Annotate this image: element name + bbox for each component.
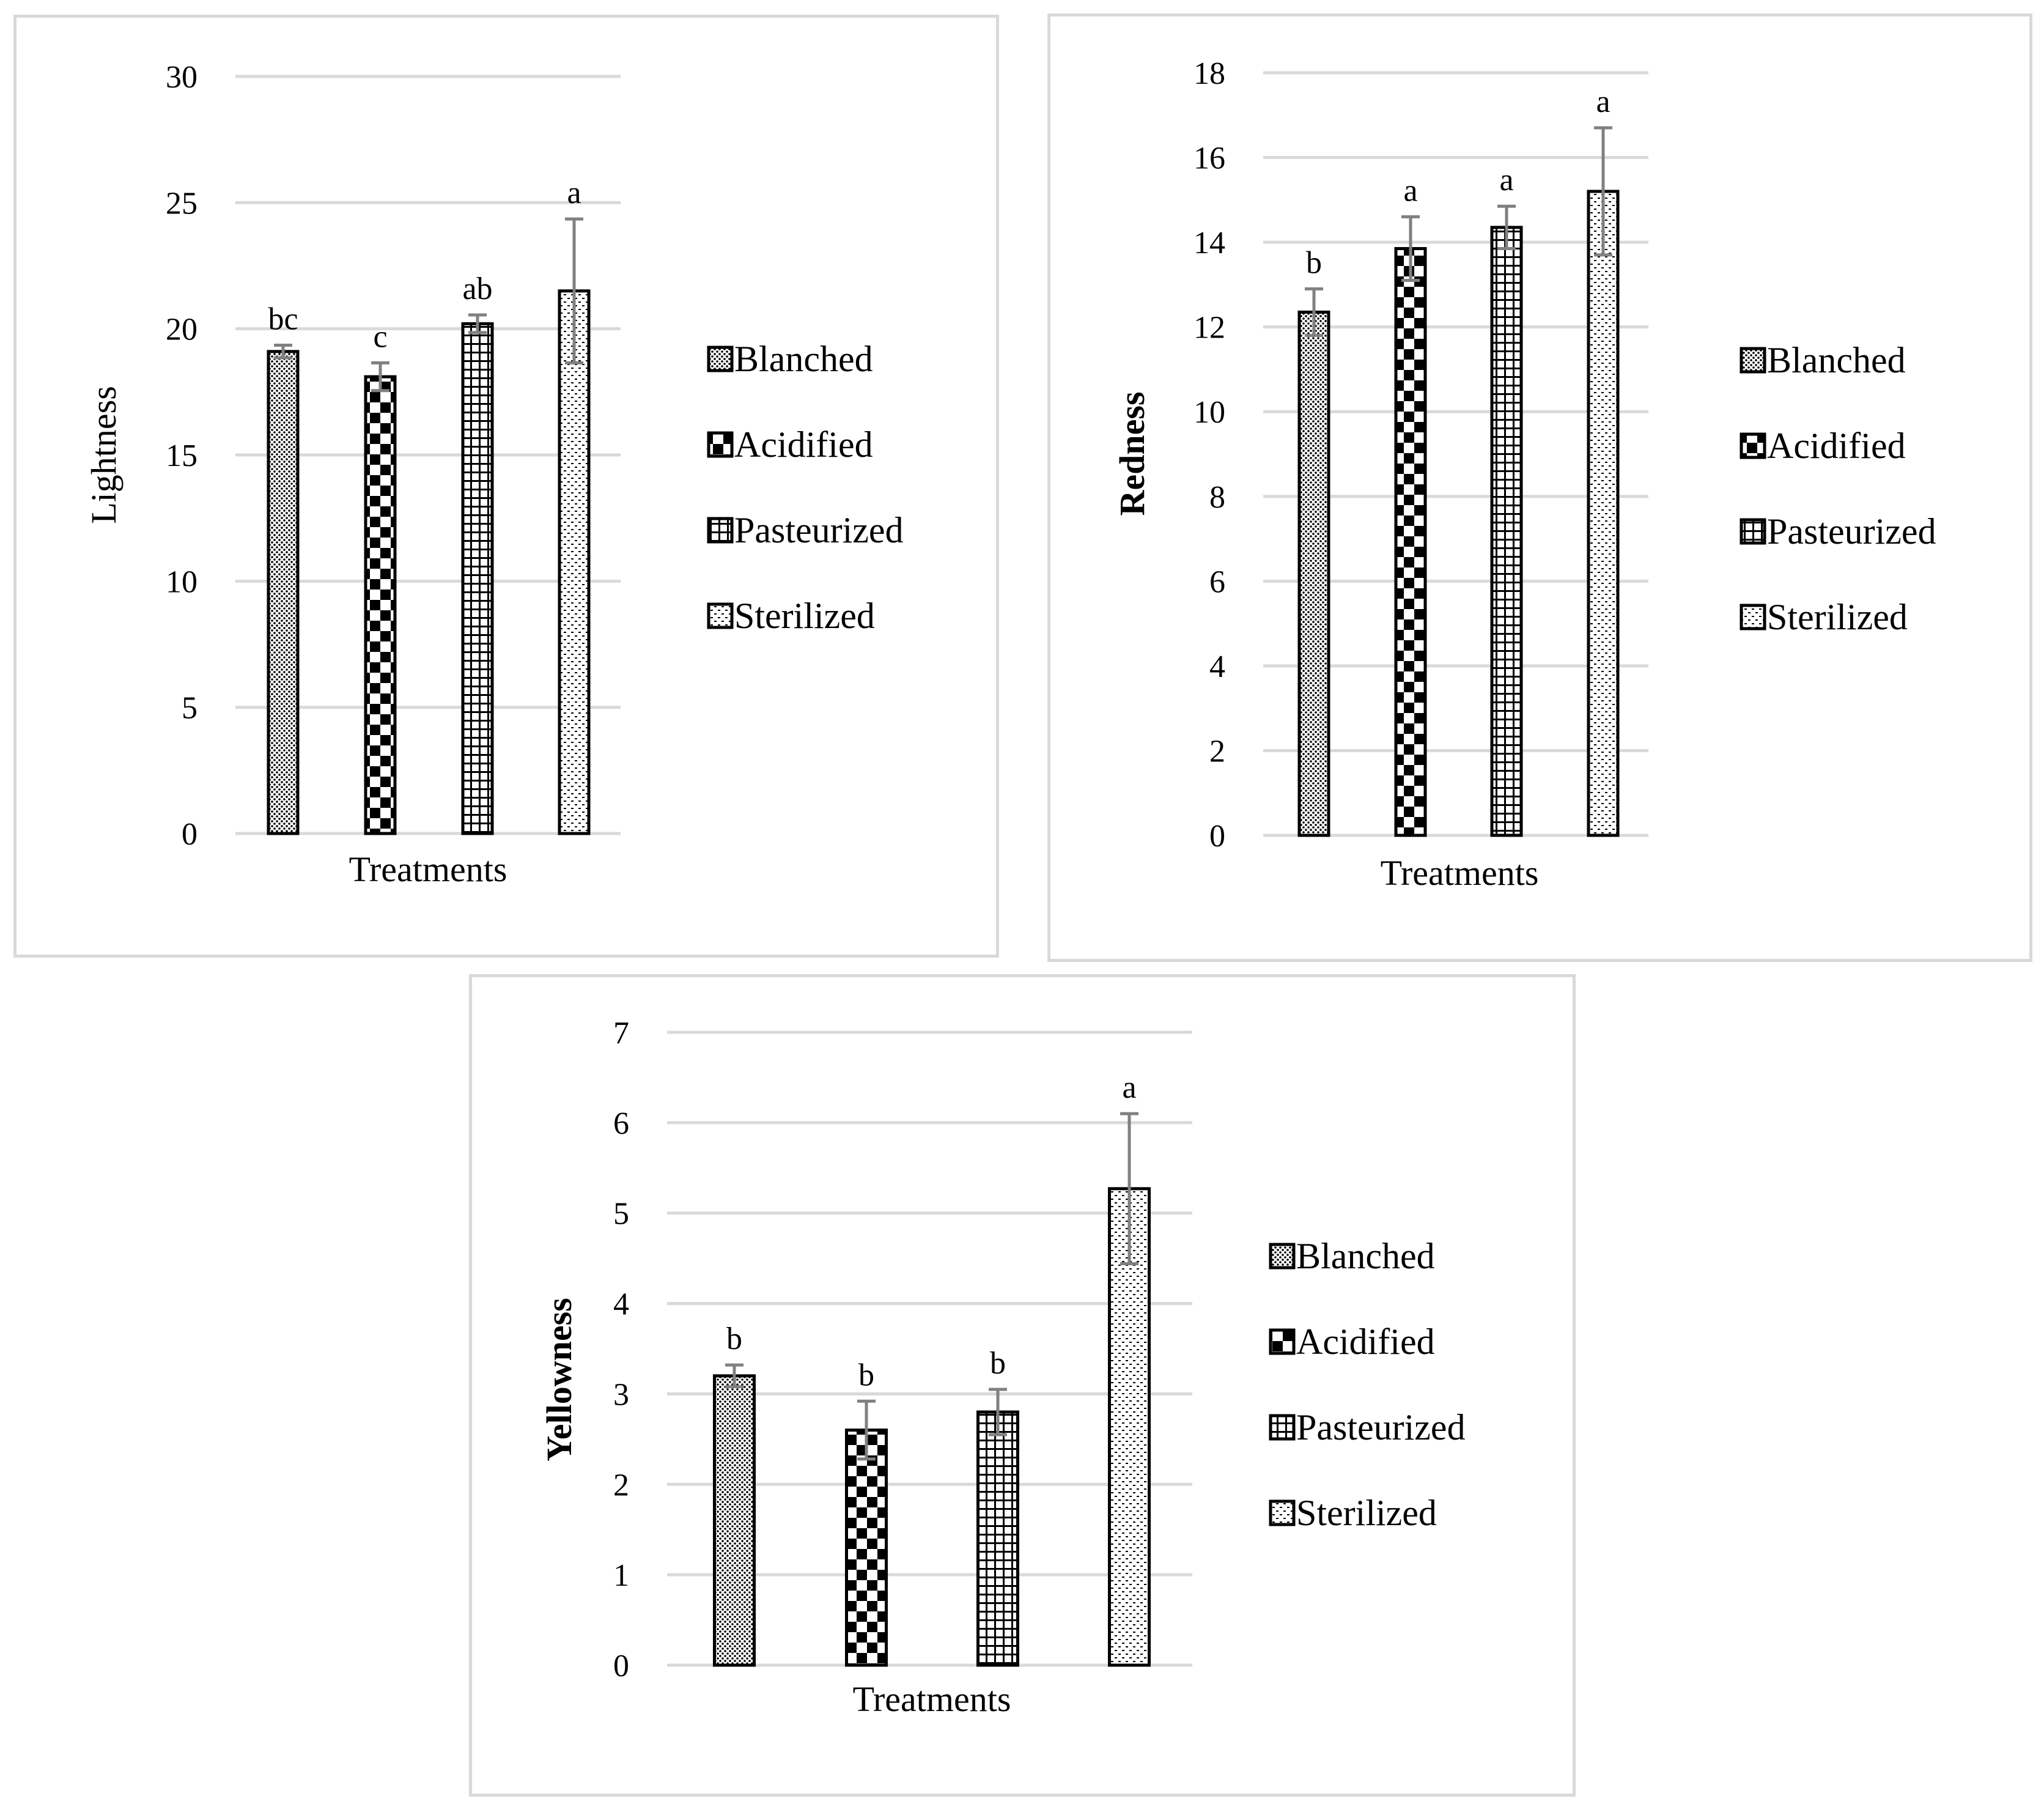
- legend-swatch-pasteurized: [1269, 1414, 1296, 1441]
- legend-label-blanched: Blanched: [734, 339, 873, 379]
- error-bar: [1401, 215, 1420, 282]
- bar-pasteurized: [976, 1410, 1019, 1667]
- legend-swatch-acidified: [707, 431, 734, 458]
- legend-swatch-pasteurized: [707, 517, 734, 544]
- y-tick-label: 8: [1209, 480, 1225, 515]
- legend-label-sterilized: Sterilized: [1296, 1493, 1437, 1533]
- y-tick-label: 3: [613, 1377, 629, 1412]
- y-tick-label: 5: [182, 691, 197, 726]
- legend-label-blanched: Blanched: [1767, 340, 1906, 380]
- y-tick-label: 16: [1194, 141, 1225, 176]
- y-tick-label: 0: [613, 1649, 629, 1684]
- lightness-chart-panel: 0 5 10 15 20 25 30 bc c ab a Treatments Lightness Bla…: [13, 15, 999, 958]
- significance-letter: b: [1306, 245, 1322, 280]
- error-bar: [565, 217, 583, 364]
- error-bar: [1305, 287, 1323, 338]
- y-tick-label: 0: [1209, 819, 1225, 854]
- significance-letter: a: [1403, 174, 1417, 209]
- significance-letter: b: [990, 1346, 1006, 1381]
- error-bar: [725, 1363, 743, 1389]
- bar-pasteurized: [1490, 226, 1523, 837]
- legend-swatch-sterilized: [707, 602, 734, 629]
- bar-acidified: [364, 375, 397, 835]
- y-tick-label: 10: [1194, 395, 1225, 430]
- legend-label-acidified: Acidified: [1296, 1322, 1435, 1362]
- significance-letter: bc: [268, 301, 298, 336]
- y-tick-label: 12: [1194, 311, 1225, 346]
- legend-swatch-sterilized: [1740, 604, 1766, 630]
- y-tick-label: 0: [182, 817, 197, 852]
- y-tick-label: 25: [166, 186, 197, 221]
- bar-blanched: [267, 350, 300, 835]
- y-tick-label: 6: [1209, 564, 1225, 599]
- error-bar: [1497, 204, 1516, 251]
- y-tick-label: 14: [1194, 226, 1225, 261]
- bar-blanched: [1297, 310, 1330, 837]
- bar-sterilized: [1587, 190, 1620, 837]
- legend-label-sterilized: Sterilized: [1767, 597, 1908, 637]
- y-tick-label: 7: [613, 1016, 629, 1051]
- error-bar: [989, 1388, 1007, 1436]
- bar-blanched: [713, 1374, 756, 1667]
- legend-swatch-blanched: [707, 346, 734, 372]
- significance-letter: a: [567, 176, 581, 210]
- legend-swatch-blanched: [1269, 1243, 1296, 1270]
- legend-swatch-acidified: [1269, 1328, 1296, 1355]
- error-bar: [468, 313, 487, 335]
- yellowness-chart: 0 1 2 3 4 5 6 7 b b b a Treatments Yellowness Blanched…: [539, 1016, 1466, 1719]
- legend-label-sterilized: Sterilized: [734, 596, 875, 636]
- y-tick-label: 18: [1194, 56, 1225, 91]
- significance-letter: a: [1596, 84, 1610, 119]
- significance-letter: a: [1122, 1070, 1136, 1105]
- y-tick-label: 15: [166, 438, 197, 473]
- y-tick-label: 5: [613, 1197, 629, 1232]
- error-bar: [1120, 1112, 1138, 1266]
- yellowness-chart-panel: 0 1 2 3 4 5 6 7 b b b a Treatments Yellowness Blanched…: [469, 974, 1576, 1797]
- legend-label-acidified: Acidified: [734, 424, 873, 465]
- x-axis-label: Treatments: [349, 849, 507, 889]
- y-tick-label: 20: [166, 312, 197, 347]
- legend-swatch-blanched: [1740, 347, 1766, 374]
- significance-letter: c: [373, 319, 387, 354]
- significance-letter: b: [726, 1322, 742, 1356]
- bar-sterilized: [558, 289, 591, 835]
- redness-chart-panel: 0 2 4 6 8 10 12 14 16 18 b a a a Treatments Redness Blan…: [1047, 13, 2032, 962]
- y-tick-label: 4: [1209, 649, 1225, 684]
- y-axis-label: Lightness: [84, 386, 124, 524]
- legend-swatch-pasteurized: [1740, 518, 1766, 545]
- bar-acidified: [845, 1429, 888, 1667]
- bar-acidified: [1394, 247, 1427, 837]
- legend-label-blanched: Blanched: [1296, 1236, 1435, 1276]
- y-tick-label: 1: [613, 1558, 629, 1593]
- y-axis-label: Yellowness: [539, 1298, 579, 1461]
- bar-pasteurized: [461, 322, 494, 835]
- significance-letter: a: [1499, 163, 1513, 198]
- x-axis-label: Treatments: [853, 1679, 1011, 1719]
- bar-sterilized: [1108, 1187, 1151, 1667]
- y-tick-label: 2: [613, 1468, 629, 1503]
- y-tick-label: 2: [1209, 734, 1225, 769]
- error-bar: [857, 1399, 876, 1461]
- x-axis-label: Treatments: [1381, 853, 1539, 893]
- lightness-chart: 0 5 10 15 20 25 30 bc c ab a Treatments Lightness Bla…: [84, 60, 904, 889]
- error-bar: [1594, 126, 1612, 257]
- error-bar: [371, 361, 389, 393]
- legend-swatch-acidified: [1740, 432, 1766, 459]
- redness-chart: 0 2 4 6 8 10 12 14 16 18 b a a a Treatments Redness Blan…: [1112, 56, 1936, 893]
- significance-letter: ab: [462, 272, 492, 306]
- legend-label-acidified: Acidified: [1767, 426, 1906, 466]
- legend-label-pasteurized: Pasteurized: [1296, 1407, 1466, 1447]
- y-tick-label: 30: [166, 60, 197, 95]
- legend-label-pasteurized: Pasteurized: [734, 510, 904, 550]
- y-tick-label: 4: [613, 1287, 629, 1322]
- significance-letter: b: [858, 1358, 874, 1392]
- legend-swatch-sterilized: [1269, 1499, 1296, 1526]
- error-bar: [274, 343, 292, 360]
- legend-label-pasteurized: Pasteurized: [1767, 511, 1936, 552]
- y-axis-label: Redness: [1112, 391, 1152, 516]
- y-tick-label: 6: [613, 1106, 629, 1141]
- y-tick-label: 10: [166, 564, 197, 599]
